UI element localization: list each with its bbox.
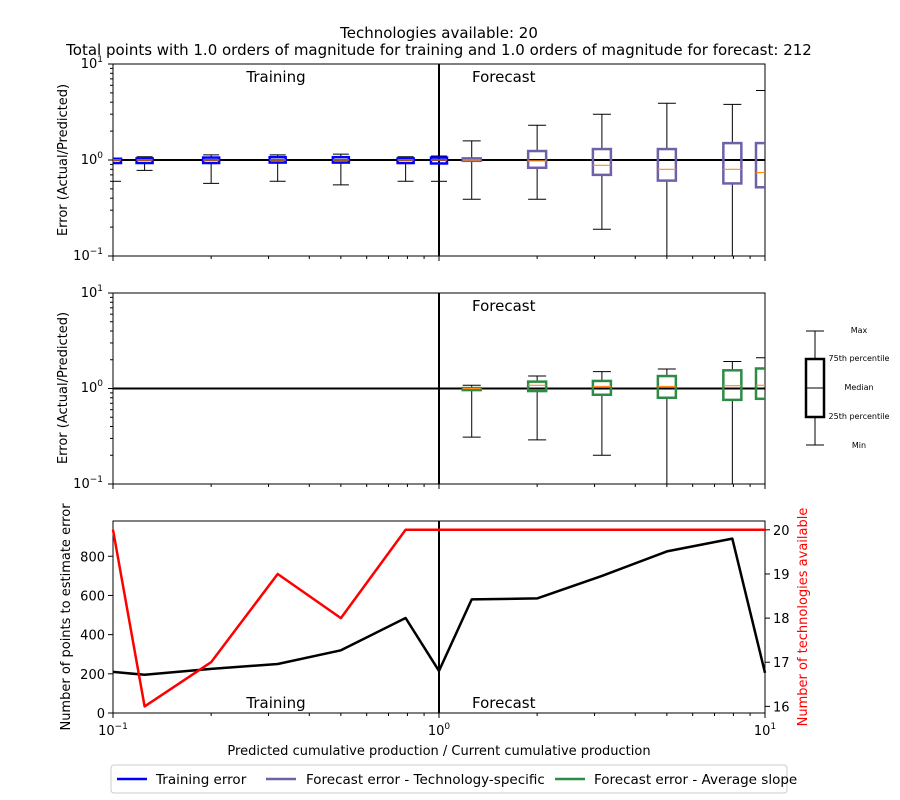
panel1-ytick-label: 100 (81, 151, 104, 168)
key-label-min: Min (852, 441, 866, 450)
panel1-ytick-label: 10−1 (73, 247, 103, 264)
box (591, 147, 613, 177)
y-tick-label-right: 19 (773, 568, 790, 583)
box (754, 141, 765, 189)
box (526, 380, 548, 393)
panel1-annotation-training: Training (245, 68, 305, 86)
y-tick-label-right: 20 (773, 524, 790, 539)
panel-average-slope-boxplots: Error (Actual/Predicted) 101 100 10−1 Fo… (56, 284, 766, 492)
panel3-xtick-label: 10−1 (98, 722, 128, 739)
panel3-annotation-forecast: Forecast (472, 694, 536, 712)
box (135, 157, 154, 165)
box (396, 157, 415, 165)
plot-area (113, 293, 765, 484)
legend-label-forecast-average: Forecast error - Average slope (594, 772, 797, 788)
panel1-annotation-forecast: Forecast (472, 68, 536, 86)
panel3-xticklabels: 10−1 100 101 (98, 722, 776, 739)
legend-frame (110, 764, 788, 794)
y-tick-label-left: 800 (80, 550, 105, 565)
panel3-ylabel-left: Number of points to estimate error (59, 503, 74, 731)
box (656, 147, 678, 182)
key-label-median: Median (844, 383, 873, 392)
y-tick-label-left: 400 (80, 629, 105, 644)
y-tick-label-right: 17 (773, 656, 790, 671)
panel1-ylabel: Error (Actual/Predicted) (56, 84, 71, 236)
y-tick-label-right: 16 (773, 700, 790, 715)
panel3-ylabel-right: Number of technologies available (796, 508, 811, 727)
panel2-annotation-forecast: Forecast (472, 297, 536, 315)
panel1-yticklabels: 101 100 10−1 (73, 55, 103, 264)
panel3-annotation-training: Training (245, 694, 305, 712)
plot-area (113, 64, 765, 256)
box (754, 367, 765, 401)
panel2-yticklabels: 101 100 10−1 (73, 284, 103, 492)
key-label-q1: 25th percentile (829, 412, 890, 421)
key-label-q3: 75th percentile (829, 354, 890, 363)
panel1-ytick-label: 101 (81, 55, 103, 72)
boxplot-key: Max 75th percentile Median 25th percenti… (804, 326, 890, 450)
panel3-xtick-label: 100 (428, 722, 451, 739)
box (591, 379, 613, 397)
box (526, 149, 548, 170)
series-line-points (112, 537, 767, 677)
chart-title-line1: Technologies available: 20 (339, 24, 538, 42)
y-tick-label-right: 18 (773, 612, 790, 627)
panel2-ytick-label: 101 (81, 284, 103, 301)
legend-label-forecast-specific: Forecast error - Technology-specific (306, 772, 545, 788)
panel3-xtick-label: 101 (754, 722, 776, 739)
key-label-max: Max (851, 326, 868, 335)
panel2-ytick-label: 100 (81, 379, 104, 396)
panel-counts-lines: Number of points to estimate error Numbe… (59, 503, 811, 759)
box (722, 141, 743, 185)
box (113, 157, 123, 165)
series-line-technologies (111, 528, 765, 708)
panel2-ytick-label: 10−1 (73, 475, 103, 492)
panel-training-forecast-boxplots: Error (Actual/Predicted) 101 100 10−1 Tr… (56, 55, 766, 264)
panel2-ylabel: Error (Actual/Predicted) (56, 312, 71, 464)
panel3-xlabel: Predicted cumulative production / Curren… (227, 744, 650, 759)
y-tick-label-left: 600 (80, 589, 105, 604)
legend-label-training: Training error (155, 772, 247, 788)
y-tick-label-left: 200 (80, 668, 105, 683)
y-tick-label-left: 0 (97, 707, 105, 722)
legend: Training error Forecast error - Technolo… (110, 764, 797, 794)
chart-title-line2: Total points with 1.0 orders of magnitud… (65, 41, 812, 59)
